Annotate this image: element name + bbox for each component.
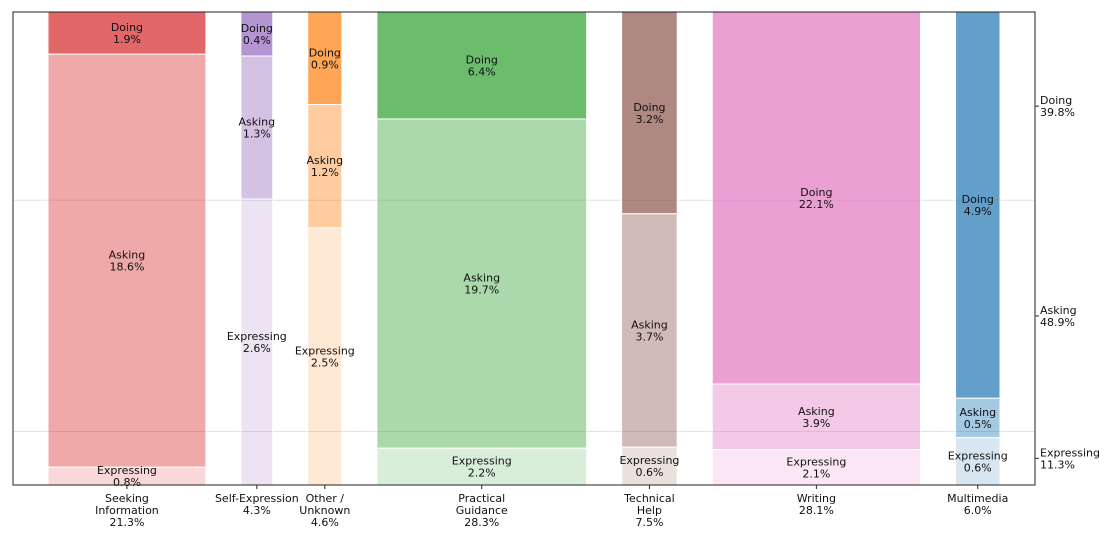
segment-label: Doing 0.9% — [309, 46, 341, 71]
segment-label: Expressing 0.8% — [97, 464, 157, 489]
segment-asking — [711, 383, 922, 451]
segment-label: Doing 0.4% — [241, 22, 273, 47]
segment-label: Asking 18.6% — [109, 249, 146, 274]
segment-label: Asking 3.7% — [631, 318, 668, 343]
segment-label: Expressing 0.6% — [948, 449, 1008, 474]
x-tick-label: Seeking Information 21.3% — [95, 492, 159, 529]
column: Doing 3.2% Asking 3.7% Expressing 0.6% — [619, 11, 679, 486]
x-tick-label: Technical Help 7.5% — [623, 492, 675, 529]
segment-asking — [621, 213, 678, 448]
right-summary-label: Asking 48.9% — [1040, 304, 1077, 329]
segment-expressing — [621, 446, 678, 486]
segment-label: Doing 6.4% — [466, 53, 498, 78]
plot-frame — [12, 11, 1036, 486]
column: Doing 6.4% Asking 19.7% Expressing 2.2% — [376, 11, 588, 486]
segment-label: Asking 1.2% — [306, 154, 343, 179]
segment-label: Asking 0.5% — [959, 406, 996, 431]
segment-label: Expressing 2.5% — [295, 344, 355, 369]
column: Doing 1.9% Asking 18.6% Expressing 0.8% — [47, 11, 207, 489]
segment-label: Doing 22.1% — [799, 186, 834, 211]
segment-label: Expressing 0.6% — [619, 454, 679, 479]
segment-label: Expressing 2.1% — [786, 455, 846, 480]
segment-label: Doing 1.9% — [111, 21, 143, 46]
segment-expressing — [240, 198, 274, 486]
segment-label: Asking 3.9% — [798, 405, 835, 430]
segment-asking — [47, 53, 207, 468]
segment-label: Doing 3.2% — [633, 101, 665, 126]
x-tick-label: Writing 28.1% — [797, 492, 836, 517]
segment-expressing — [711, 449, 922, 486]
x-tick-label: Multimedia 6.0% — [947, 492, 1008, 517]
segment-expressing — [376, 447, 588, 486]
segment-asking — [240, 55, 274, 200]
segment-doing — [711, 11, 922, 385]
segment-label: Expressing 2.6% — [227, 330, 287, 355]
segment-expressing — [955, 437, 1001, 486]
right-summary-label: Expressing 11.3% — [1040, 446, 1100, 471]
column: Doing 0.9% Asking 1.2% Expressing 2.5% — [295, 11, 355, 486]
x-tick-label: Practical Guidance 28.3% — [456, 492, 508, 529]
x-tick-label: Other / Unknown 4.6% — [299, 492, 350, 529]
segment-expressing — [307, 227, 343, 486]
segment-doing — [47, 11, 207, 55]
plot-area: Doing 1.9% Asking 18.6% Expressing 0.8% Doing 0… — [12, 11, 1036, 489]
x-axis-labels: Seeking Information 21.3% Self-Expression 4.… — [95, 485, 1008, 529]
right-summary-label: Doing 39.8% — [1040, 94, 1075, 119]
column: Doing 22.1% Asking 3.9% Expressing 2.1% — [711, 11, 922, 486]
right-summary-labels: Doing 39.8% Asking 48.9% Expressing 11.3% — [1035, 94, 1100, 471]
column: Doing 0.4% Asking 1.3% Expressing 2.6% — [227, 11, 287, 486]
segment-label: Doing 4.9% — [962, 193, 994, 218]
segment-label: Asking 19.7% — [463, 272, 500, 297]
segment-doing — [621, 11, 678, 215]
segment-label: Asking 1.3% — [239, 116, 276, 141]
segment-asking — [307, 104, 343, 229]
column: Doing 4.9% Asking 0.5% Expressing 0.6% — [948, 11, 1008, 486]
segment-label: Expressing 2.2% — [452, 455, 512, 480]
x-tick-label: Self-Expression 4.3% — [215, 492, 299, 517]
